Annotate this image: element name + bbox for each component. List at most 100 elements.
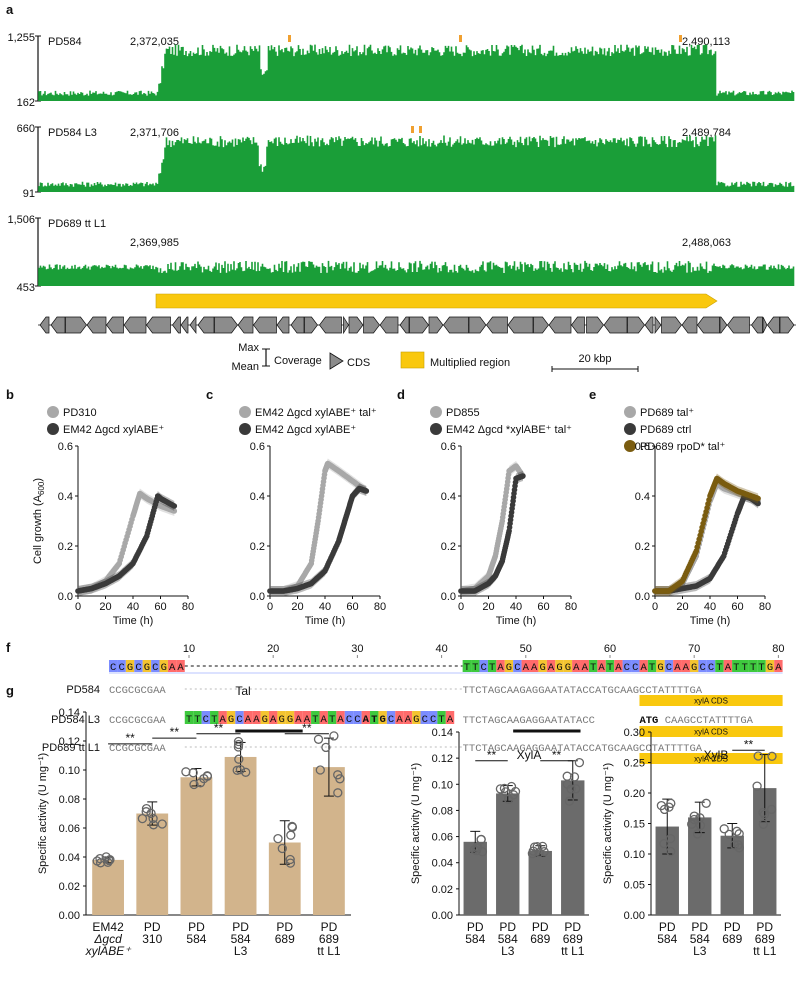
replicate-point: [766, 804, 777, 815]
consensus-cell: [504, 660, 514, 672]
insert-base: T: [194, 714, 200, 726]
consensus-base: C: [514, 662, 520, 674]
category-label: 689: [755, 932, 775, 946]
coverage-bars: [38, 44, 795, 101]
consensus-base: A: [775, 662, 782, 674]
bar: [528, 850, 552, 915]
insert-cell: [226, 711, 236, 724]
cds-arrow: [644, 316, 654, 334]
insert-cell: [437, 711, 446, 724]
insert-cell: [268, 711, 278, 724]
legend-coverage: Coverage: [274, 355, 322, 367]
replicate-point: [569, 772, 580, 782]
x-tick-label: 40: [319, 601, 331, 613]
legend-marker: [430, 406, 442, 418]
legend-marker: [47, 423, 59, 435]
legend-marker: [47, 406, 59, 418]
replicate-point: [724, 829, 734, 840]
coverage-tracks: 1,255 162 PD584 2,372,035 2,490,113 660 91 PD58…: [7, 32, 795, 294]
consensus-cell: [117, 660, 126, 672]
cds-arrow: [654, 315, 662, 335]
consensus-cell: [555, 660, 564, 672]
insert-base: A: [253, 714, 260, 726]
consensus-cell: [622, 660, 632, 672]
y-tick-label: 0.05: [624, 880, 645, 892]
consensus-cell: [664, 660, 674, 672]
replicate-point: [752, 781, 762, 791]
panel-letter: e: [589, 387, 596, 402]
consensus-base: T: [607, 662, 613, 674]
growth-series-2: [75, 491, 178, 596]
category-label: 310: [142, 932, 162, 946]
replicate-point: [529, 842, 540, 852]
panel-letter: c: [206, 387, 213, 402]
replicate-point: [508, 790, 519, 800]
consensus-base: C: [666, 662, 672, 674]
consensus-base: T: [649, 662, 655, 674]
ruler-label: 20: [267, 643, 279, 655]
x-axis-label: Time (h): [496, 615, 537, 627]
consensus-base: G: [767, 662, 773, 674]
insert-base: A: [396, 714, 403, 726]
significance-label: **: [214, 721, 224, 735]
replicate-point: [574, 757, 585, 768]
bar-chart-3: XylB 0.00 0.05 0.10 0.15 0.20 0.25 0.30 Specific…: [602, 727, 781, 958]
replicate-point: [701, 798, 711, 808]
replicate-point: [564, 796, 575, 806]
replicate-point: [103, 857, 113, 867]
cds-arrow: [719, 316, 728, 334]
consensus-cell: [521, 660, 530, 672]
track-end-coordinate: 2,490,113: [682, 36, 730, 48]
growth-series-1: [75, 488, 178, 596]
panel-a: a 1,255 162 PD584 2,372,035 2,490,113 660 91 PD…: [6, 2, 796, 373]
ruler-label: 60: [604, 643, 616, 655]
consensus-base: C: [632, 662, 638, 674]
x-tick-label: 0: [75, 601, 81, 613]
insert-base: G: [413, 714, 419, 726]
cds-arrow: [751, 316, 763, 334]
growth-panels: b PD310 EM42 Δgcd xylABE⁺ 0.0 0.2 0.4 0.6 0 20 40…: [6, 387, 771, 627]
bar: [136, 813, 169, 915]
insert-cell: [353, 711, 362, 724]
replicate-point: [732, 826, 742, 836]
alignment-row-label: PD584 L3: [51, 714, 100, 726]
y-tick-label: 0.25: [624, 758, 645, 770]
replicate-point: [758, 819, 768, 829]
track-name: PD584 L3: [48, 127, 97, 139]
consensus-cell: [109, 660, 118, 672]
growth-point: [171, 503, 178, 509]
growth-series-2: [458, 471, 526, 596]
legend-marker: [239, 406, 251, 418]
bar-chart-title: XylB: [704, 748, 729, 762]
significance-label: **: [302, 721, 312, 735]
consensus-cell: [639, 660, 648, 672]
growth-point: [755, 495, 761, 502]
replicate-point: [527, 848, 538, 859]
sequence-alignment: 10 20 30 40 50 60 70 80C C G C G C G A A T T C T A G C A A G A G G A A…: [42, 643, 785, 764]
consensus-cell: [513, 660, 522, 672]
consensus-cell: [597, 660, 606, 672]
legend-label: PD689 tal⁺: [640, 407, 694, 419]
insert-cell: [210, 711, 219, 724]
category-label: 584: [657, 932, 677, 946]
replicate-point: [571, 784, 581, 794]
scale-label: 20 kbp: [578, 353, 611, 365]
consensus-cell: [774, 660, 783, 672]
legend-label: EM42 Δgcd *xylABE⁺ tal⁺: [446, 424, 572, 436]
replicate-point: [477, 847, 488, 857]
insert-base: T: [438, 714, 444, 726]
cds-arrow: [237, 316, 254, 334]
consensus-cell: [732, 660, 741, 672]
y-tick-label: 0.6: [250, 441, 265, 453]
consensus-base: G: [506, 662, 512, 674]
replicate-point: [273, 833, 283, 844]
y-tick-label: 0.2: [250, 541, 265, 553]
coverage-bars: [38, 135, 795, 192]
cds-track: [38, 315, 796, 335]
legend-label: PD310: [63, 407, 97, 419]
cds-arrow: [409, 316, 429, 334]
consensus-base: T: [716, 662, 722, 674]
x-axis-label: Time (h): [305, 615, 346, 627]
replicate-point: [329, 731, 339, 741]
consensus-base: A: [177, 662, 184, 674]
